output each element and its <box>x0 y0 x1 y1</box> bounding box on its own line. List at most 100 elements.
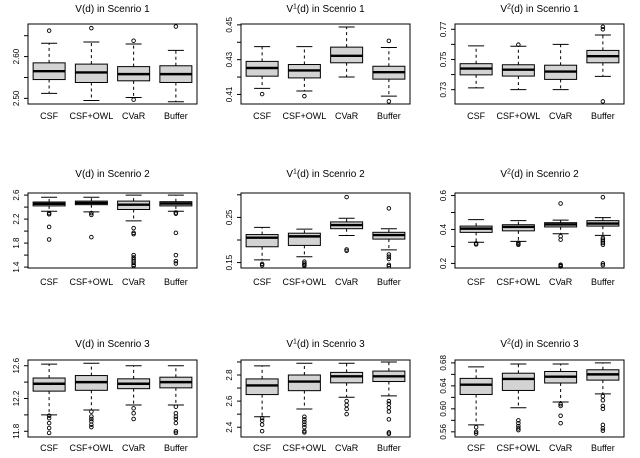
outlier-point <box>89 234 94 240</box>
panel-v2d-scenario-2: V2(d) in Scenrio 2 0.2 0.4 0.6 CSF CSF+OWL CVa… <box>427 152 640 304</box>
outlier-point <box>515 427 521 433</box>
y-tick-label: 0.43 <box>225 51 234 67</box>
outlier-point <box>173 420 179 426</box>
boxplot-svg-vd-scenario-2: V(d) in Scenrio 2 1.4 1.8 2.2 2.6 CSF CSF+OWL C… <box>12 169 198 287</box>
outlier-point <box>515 242 521 248</box>
x-category-label: CVaR <box>335 277 359 287</box>
boxplot-svg-v2d-scenario-3: V2(d) in Scenrio 3 0.56 0.60 0.64 0.68 CSF CSF… <box>439 339 625 453</box>
outlier-point <box>386 431 392 436</box>
outlier-point <box>386 417 392 422</box>
outlier-point <box>473 429 479 435</box>
x-category-label: CSF <box>253 111 271 121</box>
outlier-point <box>46 415 52 421</box>
panel-v2d-scenario-1: V2(d) in Scenrio 1 0.73 0.75 0.77 CSF CSF+OWL… <box>427 0 640 152</box>
outlier-point <box>344 248 350 254</box>
outlier-point <box>386 252 392 257</box>
y-tick-label: 1.4 <box>12 261 21 273</box>
x-category-label: CVaR <box>549 443 573 453</box>
x-category-label: CSF+OWL <box>70 443 114 453</box>
plot-frame <box>454 192 625 269</box>
x-category-label: CVaR <box>549 111 573 121</box>
y-tick-label: 0.75 <box>439 51 448 67</box>
outlier-point <box>344 406 350 412</box>
box-csf <box>459 377 493 395</box>
outlier-point <box>89 409 94 414</box>
panel-title: V1(d) in Scenrio 2 <box>287 169 366 180</box>
boxplot-svg-v2d-scenario-1: V2(d) in Scenrio 1 0.73 0.75 0.77 CSF CSF+OWL… <box>439 4 625 121</box>
outlier-point <box>46 413 52 418</box>
x-category-label: CVaR <box>335 443 359 453</box>
outlier-point <box>302 261 307 266</box>
outlier-point <box>600 240 605 246</box>
outlier-point <box>386 206 392 211</box>
x-category-label: CSF <box>253 443 271 453</box>
plot-frame <box>27 359 198 438</box>
outlier-point <box>173 24 179 29</box>
boxplot-svg-v2d-scenario-2: V2(d) in Scenrio 2 0.2 0.4 0.6 CSF CSF+OWL CVa… <box>439 169 625 287</box>
outlier-point <box>600 27 605 32</box>
outlier-point <box>173 429 179 434</box>
outlier-point <box>386 398 392 404</box>
outlier-point <box>46 237 52 242</box>
panel-title: V(d) in Scenrio 2 <box>75 169 150 180</box>
outlier-point <box>131 231 136 237</box>
y-tick-label: 0.4 <box>439 223 448 235</box>
x-category-label: CSF <box>40 277 58 287</box>
outlier-point <box>600 393 605 399</box>
outlier-point <box>473 424 479 430</box>
outlier-point <box>46 430 52 436</box>
y-tick-label: 0.15 <box>225 254 234 270</box>
x-category-label: Buffer <box>164 111 188 121</box>
x-category-label: CSF+OWL <box>283 277 327 287</box>
y-tick-label: 11.8 <box>12 423 21 439</box>
outlier-point <box>344 402 350 408</box>
x-category-label: CVaR <box>122 443 146 453</box>
outlier-point <box>302 430 307 435</box>
outlier-point <box>173 430 179 436</box>
outlier-point <box>302 419 307 425</box>
outlier-point <box>260 263 265 268</box>
x-category-label: Buffer <box>377 277 401 287</box>
outlier-point <box>46 212 52 217</box>
outlier-point <box>600 194 605 200</box>
outlier-point <box>173 230 179 236</box>
outlier-point <box>558 420 563 426</box>
outlier-point <box>260 261 265 267</box>
outlier-point <box>131 263 136 269</box>
outlier-point <box>344 194 350 200</box>
x-category-label: CVaR <box>335 111 359 121</box>
outlier-point <box>302 417 307 422</box>
plot-frame <box>27 192 198 269</box>
panel-v1d-scenario-1: V1(d) in Scenrio 1 0.41 0.43 0.45 CSF CSF+OWL… <box>213 0 426 152</box>
x-category-label: Buffer <box>591 443 615 453</box>
x-category-label: CSF+OWL <box>496 443 540 453</box>
boxplot-svg-v1d-scenario-2: V1(d) in Scenrio 2 0.15 0.25 CSF CSF+OWL CVaR… <box>225 169 411 287</box>
outlier-point <box>302 422 307 427</box>
x-category-label: CSF <box>467 443 485 453</box>
plot-frame <box>454 23 625 105</box>
panel-title: V2(d) in Scenrio 1 <box>500 4 579 15</box>
outlier-point <box>89 210 94 216</box>
outlier-point <box>46 425 52 431</box>
outlier-point <box>131 416 136 422</box>
y-tick-label: 2.4 <box>225 421 234 433</box>
panel-vd-scenario-3: V(d) in Scenrio 3 11.8 12.2 12.6 CSF CSF+OWL C… <box>0 304 213 458</box>
outlier-point <box>46 28 52 33</box>
y-tick-label: 0.77 <box>439 21 448 37</box>
x-category-label: CSF+OWL <box>70 111 114 121</box>
box-csf-owl <box>288 232 322 246</box>
outlier-point <box>89 416 94 422</box>
outlier-point <box>515 420 521 426</box>
outlier-point <box>46 224 52 230</box>
outlier-point <box>558 401 563 407</box>
y-tick-label: 0.41 <box>225 86 234 102</box>
outlier-point <box>89 414 94 419</box>
outlier-point <box>260 422 265 427</box>
x-category-label: CSF <box>467 277 485 287</box>
x-category-label: CSF <box>467 111 485 121</box>
x-category-label: CVaR <box>122 277 146 287</box>
y-tick-label: 2.2 <box>12 213 21 225</box>
x-category-label: CSF+OWL <box>496 111 540 121</box>
outlier-point <box>600 242 605 248</box>
outlier-point <box>302 414 307 420</box>
